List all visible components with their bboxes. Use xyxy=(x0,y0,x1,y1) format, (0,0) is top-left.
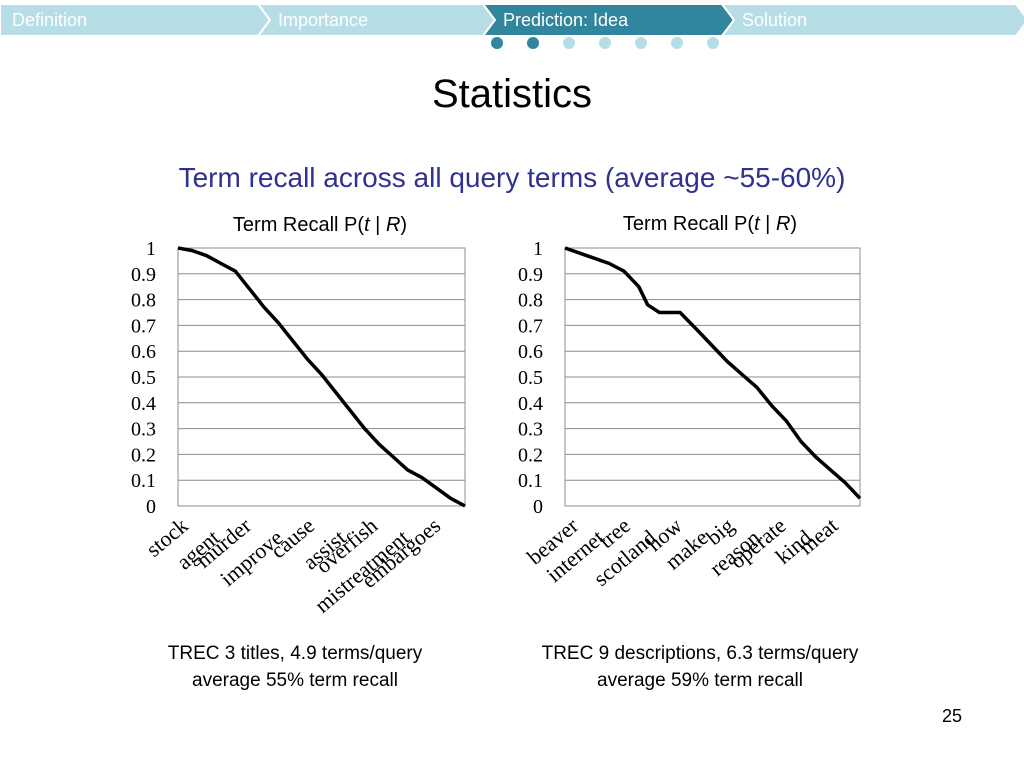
y-tick-label: 1 xyxy=(146,238,156,260)
chart-1-caption-line2: average 55% term recall xyxy=(192,670,398,691)
nav-item-label: Definition xyxy=(12,10,87,30)
y-tick-label: 0.4 xyxy=(131,393,156,415)
y-tick-label: 0.9 xyxy=(131,264,156,286)
progress-dot xyxy=(563,37,575,49)
y-tick-label: 0.1 xyxy=(131,470,156,492)
y-tick-label: 0.7 xyxy=(518,315,543,337)
y-tick-label: 0 xyxy=(146,496,156,518)
nav-item-label: Solution xyxy=(742,10,807,30)
series-line xyxy=(177,246,466,508)
y-tick-label: 0.9 xyxy=(518,264,543,286)
y-tick-label: 0.5 xyxy=(131,367,156,389)
chart-2-caption: TREC 9 descriptions, 6.3 terms/query ave… xyxy=(500,640,900,694)
chart-1-caption: TREC 3 titles, 4.9 terms/query average 5… xyxy=(120,640,470,694)
chart-1: 10.90.80.70.60.50.40.30.20.10stockagentm… xyxy=(131,238,466,618)
progress-dot xyxy=(527,37,539,49)
chart-2-caption-line2: average 59% term recall xyxy=(597,670,803,691)
progress-dot xyxy=(599,37,611,49)
y-tick-label: 0.8 xyxy=(518,290,543,312)
nav-item-label: Prediction: Idea xyxy=(503,10,629,30)
page-number: 25 xyxy=(941,706,962,726)
series-line xyxy=(564,246,862,500)
top-navigation: Definition Importance Prediction: Idea Solu… xyxy=(0,4,1024,36)
plot-area xyxy=(177,247,466,507)
y-tick-label: 0.3 xyxy=(518,419,543,441)
plot-area xyxy=(564,247,861,507)
chart-2-caption-line1: TREC 9 descriptions, 6.3 terms/query xyxy=(541,643,859,664)
y-tick-label: 0.1 xyxy=(518,470,543,492)
y-tick-label: 0.4 xyxy=(518,393,543,415)
y-tick-label: 0 xyxy=(533,496,543,518)
nav-item-label: Importance xyxy=(278,10,368,30)
slide-subtitle: Term recall across all query terms (aver… xyxy=(178,162,846,193)
nav-item-prediction-idea[interactable]: Prediction: Idea xyxy=(481,4,736,36)
nav-item-solution[interactable]: Solution xyxy=(720,4,1024,36)
progress-dots xyxy=(491,37,719,49)
chart-1-title: Term Recall P(t | R) xyxy=(232,214,408,236)
progress-dot xyxy=(635,37,647,49)
y-tick-label: 0.3 xyxy=(131,419,156,441)
y-tick-label: 0.6 xyxy=(518,341,543,363)
progress-dot xyxy=(491,37,503,49)
slide-title: Statistics xyxy=(431,72,593,116)
y-tick-label: 0.5 xyxy=(518,367,543,389)
chart-1-caption-line1: TREC 3 titles, 4.9 terms/query xyxy=(167,643,423,664)
y-tick-label: 0.2 xyxy=(518,444,543,466)
nav-item-importance[interactable]: Importance xyxy=(256,4,497,36)
chart-2-title: Term Recall P(t | R) xyxy=(622,213,798,235)
y-tick-label: 0.6 xyxy=(131,341,156,363)
y-tick-label: 0.7 xyxy=(131,315,156,337)
y-tick-label: 1 xyxy=(533,238,543,260)
nav-item-definition[interactable]: Definition xyxy=(0,4,272,36)
chart-2: 10.90.80.70.60.50.40.30.20.10beaverinter… xyxy=(518,238,862,591)
y-tick-label: 0.8 xyxy=(131,290,156,312)
progress-dot xyxy=(671,37,683,49)
progress-dot xyxy=(707,37,719,49)
y-tick-label: 0.2 xyxy=(131,444,156,466)
